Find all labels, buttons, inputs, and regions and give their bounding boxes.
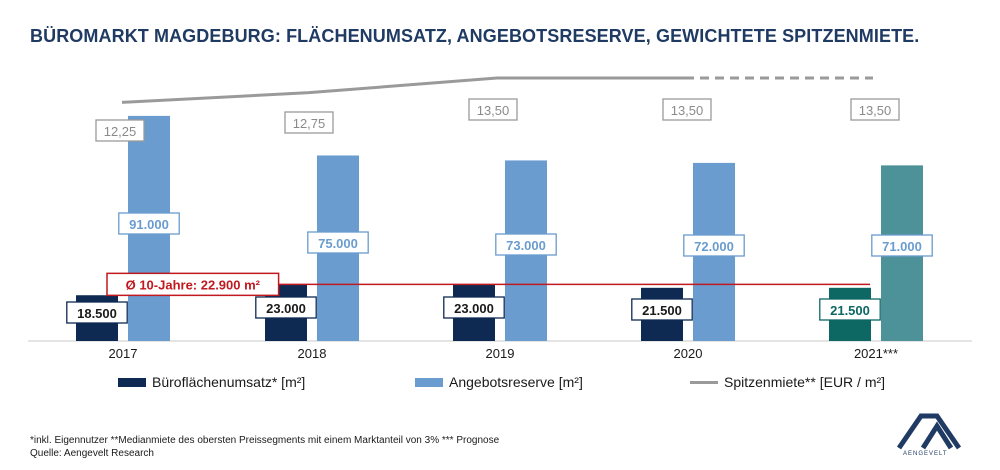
umsatz-label-4: 21.500 [819, 298, 881, 321]
reserve-label-2: 73.000 [495, 233, 557, 256]
umsatz-label-2: 23.000 [443, 296, 505, 319]
x-tick-3: 2020 [674, 346, 703, 361]
average-line-group: Ø 10-Jahre: 22.900 m² [106, 272, 870, 297]
umsatz-label-4-box [819, 298, 881, 321]
reserve-label-3: 72.000 [683, 234, 745, 257]
rent-label-0-box [95, 119, 145, 142]
umsatz-label-0-box [66, 301, 128, 324]
umsatz-label-4-text: 21.500 [830, 303, 870, 318]
reserve-label-3-text: 72.000 [694, 239, 734, 254]
rent-label-1: 12,75 [284, 111, 334, 134]
footnotes: *inkl. Eigennutzer **Medianmiete des obe… [30, 434, 499, 460]
reserve-label-1-text: 75.000 [318, 236, 358, 251]
rent-label-4-box [850, 98, 900, 121]
rent-label-4: 13,50 [850, 98, 900, 121]
average-label: Ø 10-Jahre: 22.900 m² [126, 277, 261, 292]
umsatz-label-1-text: 23.000 [266, 301, 306, 316]
umsatz-label-2-text: 23.000 [454, 301, 494, 316]
reserve-label-3-box [683, 234, 745, 257]
umsatz-label-3-text: 21.500 [642, 303, 682, 318]
rent-label-3: 13,50 [662, 98, 712, 121]
rent-label-1-box [284, 111, 334, 134]
umsatz-label-0-text: 18.500 [77, 306, 117, 321]
reserve-label-0: 91.000 [118, 212, 180, 235]
bar-line-chart: Ø 10-Jahre: 22.900 m² 2017 2018 2019 2020 20… [28, 76, 972, 361]
rent-line-group [121, 76, 873, 104]
legend-umsatz: Büroflächenumsatz* [m²] [118, 374, 305, 390]
average-label-box [106, 272, 280, 297]
rent-line-solid [121, 76, 685, 104]
rent-label-4-text: 13,50 [859, 103, 892, 118]
rent-label-2: 13,50 [468, 98, 518, 121]
umsatz-label-3-box [631, 298, 693, 321]
aengevelt-logo-icon [896, 413, 962, 450]
x-tick-4: 2021*** [854, 346, 898, 361]
x-tick-0: 2017 [109, 346, 138, 361]
legend-reserve-swatch [415, 377, 443, 387]
rent-label-3-text: 13,50 [671, 103, 704, 118]
legend-umsatz-label: Büroflächenumsatz* [m²] [152, 374, 306, 390]
reserve-bars [128, 115, 923, 341]
umsatz-label-2-box [443, 296, 505, 319]
chart-title: BÜROMARKT MAGDEBURG: FLÄCHENUMSATZ, ANGE… [30, 26, 920, 46]
rent-label-3-box [662, 98, 712, 121]
reserve-label-4: 71.000 [871, 234, 933, 257]
umsatz-label-1-box [255, 296, 317, 319]
reserve-label-4-text: 71.000 [882, 239, 922, 254]
rent-label-2-box [468, 98, 518, 121]
umsatz-label-1: 23.000 [255, 296, 317, 319]
rent-label-0: 12,25 [95, 119, 145, 142]
data-labels: 12,25 12,75 13,50 13,50 13,50 91.000 75.000 73.… [66, 98, 933, 324]
legend-miete-label: Spitzenmiete** [EUR / m²] [724, 374, 886, 390]
footnote-source: Quelle: Aengevelt Research [30, 448, 154, 459]
legend-miete-swatch [690, 380, 718, 384]
x-tick-1: 2018 [298, 346, 327, 361]
logo-wordmark: AENGEVELT [903, 451, 948, 457]
reserve-label-1: 75.000 [307, 231, 369, 254]
reserve-label-1-box [307, 231, 369, 254]
rent-label-2-text: 13,50 [477, 103, 510, 118]
rent-label-0-text: 12,25 [104, 124, 137, 139]
legend-reserve: Angebotsreserve [m²] [415, 374, 583, 390]
umsatz-label-3: 21.500 [631, 298, 693, 321]
legend-umsatz-swatch [118, 377, 146, 387]
x-tick-2: 2019 [486, 346, 515, 361]
reserve-label-2-text: 73.000 [506, 238, 546, 253]
reserve-label-0-box [118, 212, 180, 235]
reserve-label-4-box [871, 234, 933, 257]
x-tick-labels: 2017 2018 2019 2020 2021*** [109, 346, 899, 361]
reserve-label-2-box [495, 233, 557, 256]
umsatz-label-0: 18.500 [66, 301, 128, 324]
rent-label-1-text: 12,75 [293, 116, 326, 131]
legend-miete: Spitzenmiete** [EUR / m²] [690, 374, 885, 390]
footnote-line-1: *inkl. Eigennutzer **Medianmiete des obe… [30, 435, 500, 446]
legend-reserve-label: Angebotsreserve [m²] [449, 374, 583, 390]
reserve-label-0-text: 91.000 [129, 217, 169, 232]
